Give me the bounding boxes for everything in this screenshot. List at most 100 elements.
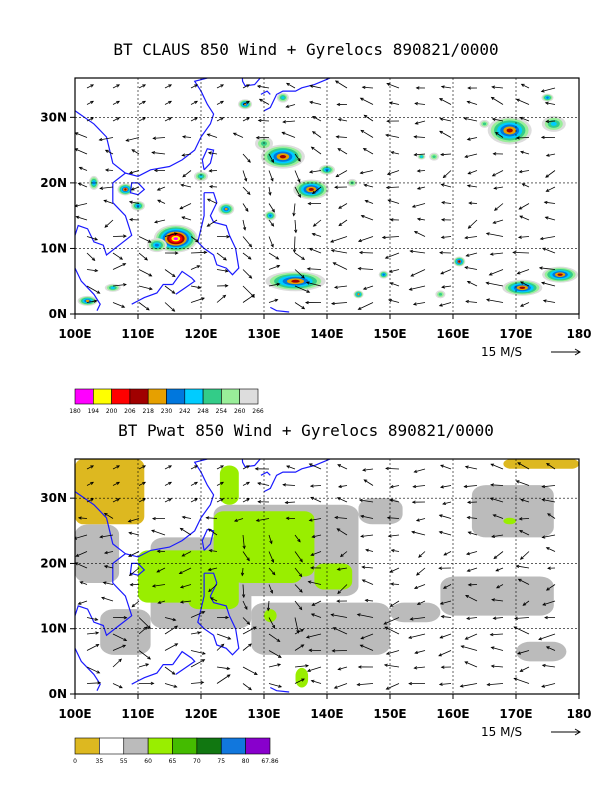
wind-arrowhead — [246, 621, 251, 625]
wind-vector — [467, 137, 478, 140]
wind-arrowhead — [208, 588, 212, 593]
wind-arrowhead — [386, 516, 391, 520]
wind-vector — [216, 252, 227, 261]
wind-arrowhead — [152, 136, 157, 140]
wind-arrowhead — [543, 200, 548, 205]
wind-vector — [216, 498, 224, 503]
pwat-contour-55 — [358, 498, 403, 525]
wind-vector — [546, 584, 556, 591]
wind-arrowhead — [97, 681, 102, 685]
wind-vector — [157, 199, 166, 204]
wind-arrowhead — [116, 465, 121, 469]
wind-vector — [465, 266, 478, 270]
wind-vector — [190, 681, 204, 684]
colorbar-swatch — [111, 388, 131, 405]
wind-arrowhead — [512, 250, 516, 255]
wind-arrowhead — [389, 282, 394, 286]
wind-vector — [389, 269, 400, 273]
wind-arrowhead — [463, 117, 468, 121]
wind-vector — [357, 683, 374, 686]
wind-vector — [440, 269, 452, 275]
wind-vector — [546, 646, 556, 651]
wind-arrowhead — [233, 518, 238, 522]
wind-arrowhead — [286, 465, 290, 469]
cloud-contour — [92, 181, 96, 185]
wind-vector — [164, 285, 175, 294]
wind-arrowhead — [337, 464, 341, 468]
wind-arrowhead — [129, 583, 134, 587]
wind-vector — [440, 464, 452, 470]
wind-vector — [439, 514, 452, 519]
wind-vector — [361, 215, 374, 221]
wind-arrowhead — [440, 183, 445, 187]
wind-arrowhead — [335, 173, 340, 178]
wind-vector — [182, 551, 192, 557]
wind-arrowhead — [519, 668, 524, 672]
pwat-contour-55 — [471, 485, 554, 538]
wind-arrowhead — [154, 220, 158, 224]
wind-vector — [360, 515, 374, 519]
wind-vector — [337, 497, 348, 503]
wind-arrowhead — [301, 274, 305, 279]
wind-vector — [190, 285, 201, 289]
wind-vector — [242, 617, 250, 625]
wind-arrowhead — [358, 250, 363, 255]
colorbar-label: 0 — [73, 758, 77, 765]
colorbar-label: 194 — [88, 408, 100, 415]
wind-arrowhead — [438, 514, 443, 518]
coastline — [197, 192, 240, 276]
wind-arrowhead — [153, 168, 158, 173]
wind-arrowhead — [180, 183, 185, 187]
grid-lines — [75, 459, 579, 694]
wind-arrowhead — [251, 294, 256, 298]
colorbar-label: 60 — [144, 758, 152, 765]
wind-arrowhead — [171, 290, 176, 294]
wind-arrowhead — [408, 287, 413, 291]
x-tick-label: 110E — [121, 707, 154, 721]
wind-arrowhead — [104, 550, 108, 555]
wind-arrowhead — [463, 484, 468, 489]
wind-vector — [285, 501, 296, 504]
wind-arrowhead — [546, 462, 550, 467]
wind-vector — [414, 666, 426, 669]
wind-vector — [468, 170, 478, 175]
wind-vector — [294, 252, 305, 260]
wind-arrowhead — [246, 557, 250, 562]
wind-arrowhead — [309, 84, 314, 88]
wind-arrowhead — [335, 135, 340, 139]
wind-vector — [487, 683, 504, 686]
wind-arrowhead — [103, 199, 108, 203]
wind-arrowhead — [522, 602, 527, 606]
wind-vector — [441, 285, 452, 288]
wind-vector — [138, 498, 146, 503]
wind-arrowhead — [195, 239, 199, 243]
wind-vector — [207, 219, 218, 227]
wind-vector — [75, 203, 88, 207]
wind-arrowhead — [224, 284, 229, 288]
wind-vector — [216, 666, 230, 670]
wind-arrowhead — [277, 663, 282, 667]
wind-vector — [268, 664, 281, 668]
wind-arrowhead — [156, 187, 161, 191]
wind-arrowhead — [168, 465, 173, 469]
wind-arrowhead — [248, 275, 253, 279]
wind-vector — [112, 263, 126, 270]
colorbar-label: 266 — [252, 408, 264, 415]
wind-arrowhead — [464, 636, 469, 640]
wind-vector — [520, 551, 530, 560]
wind-arrowhead — [99, 535, 104, 539]
wind-vector — [363, 285, 374, 290]
wind-arrowhead — [357, 267, 362, 271]
wind-vector — [464, 153, 478, 158]
wind-vector — [543, 300, 556, 303]
wind-arrowhead — [301, 305, 306, 310]
wind-vector — [490, 463, 504, 470]
wind-vector — [112, 252, 123, 260]
wind-vector — [336, 136, 348, 138]
wind-arrowhead — [438, 566, 443, 570]
wind-vector — [234, 518, 244, 522]
wind-vector — [386, 83, 400, 89]
wind-arrowhead — [490, 463, 495, 467]
wind-arrowhead — [281, 131, 286, 135]
colorbar-label: 260 — [234, 408, 246, 415]
